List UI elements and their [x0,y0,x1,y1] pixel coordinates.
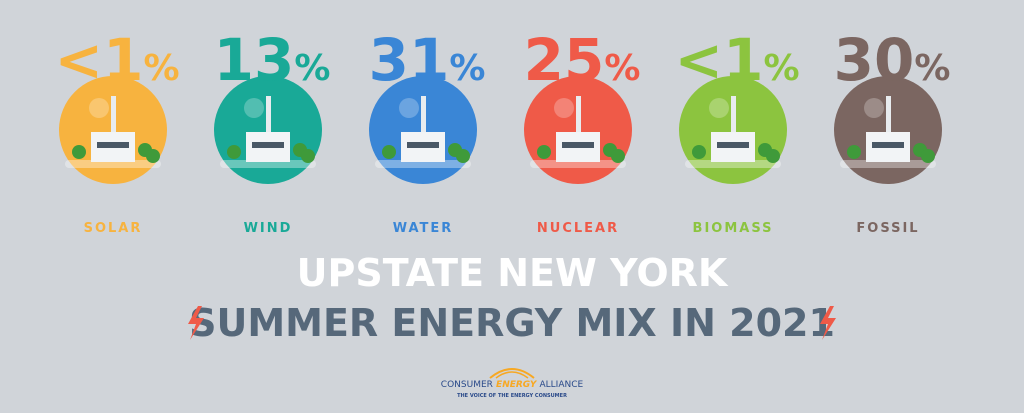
percent-value: 13% [214,26,331,94]
energy-label: NUCLEAR [537,221,619,236]
tree [72,145,86,159]
ground [840,160,936,168]
tower [421,96,426,132]
title-line1: UPSTATE NEW YORK [297,251,729,295]
ground [530,160,626,168]
tower [111,96,116,132]
energy-item: 13% WIND [214,26,331,236]
logo-name: CONSUMER ENERGY ALLIANCE [441,380,584,390]
percent-value: <1% [674,26,799,94]
percent-number: 13 [214,26,295,94]
ground [375,160,471,168]
energy-label: FOSSIL [856,221,919,236]
percent-value: 25% [524,26,641,94]
building-window [252,142,284,148]
percent-number: 25 [524,26,605,94]
sun-glow [244,98,264,118]
energy-label: WATER [393,221,454,236]
logo-word: CONSUMER [441,380,493,390]
building-window [872,142,904,148]
bolt-icon [188,306,204,340]
percent-unit: % [143,48,179,89]
percent-value: <1% [54,26,179,94]
building-window [97,142,129,148]
tree [766,149,780,163]
building-window [407,142,439,148]
logo-word: ENERGY [496,380,538,390]
percent-unit: % [449,48,485,89]
energy-label: WIND [244,221,293,236]
tree [847,145,861,159]
tower [731,96,736,132]
title-line2: SUMMER ENERGY MIX IN 2021 [189,301,835,345]
percent-number: <1 [674,26,763,94]
logo-arc [495,371,529,379]
percent-unit: % [763,48,799,89]
percent-unit: % [604,48,640,89]
tree [146,149,160,163]
energy-label: SOLAR [84,221,143,236]
energy-label: BIOMASS [693,221,774,236]
energy-item: 30% FOSSIL [834,26,951,236]
sun-glow [864,98,884,118]
sun-glow [709,98,729,118]
bolt-icon [820,306,836,340]
ground [220,160,316,168]
sun-glow [399,98,419,118]
tree [611,149,625,163]
logo-word: ALLIANCE [540,380,584,390]
sun-glow [554,98,574,118]
percent-number: 31 [369,26,450,94]
tree [382,145,396,159]
tree [301,149,315,163]
tower [266,96,271,132]
energy-item: 31% WATER [369,26,486,236]
tower [886,96,891,132]
energy-item: <1% SOLAR [54,26,179,236]
tree [456,149,470,163]
ground [685,160,781,168]
tree [921,149,935,163]
logo-arc [489,368,535,379]
ground [65,160,161,168]
building-window [717,142,749,148]
energy-item: 25% NUCLEAR [524,26,641,236]
percent-unit: % [914,48,950,89]
percent-value: 30% [834,26,951,94]
tree [537,145,551,159]
percent-number: <1 [54,26,143,94]
percent-unit: % [294,48,330,89]
sun-glow [89,98,109,118]
tree [227,145,241,159]
building-window [562,142,594,148]
logo-tagline: THE VOICE OF THE ENERGY CONSUMER [457,393,567,399]
percent-value: 31% [369,26,486,94]
energy-item: <1% BIOMASS [674,26,799,236]
tower [576,96,581,132]
percent-number: 30 [834,26,915,94]
tree [692,145,706,159]
